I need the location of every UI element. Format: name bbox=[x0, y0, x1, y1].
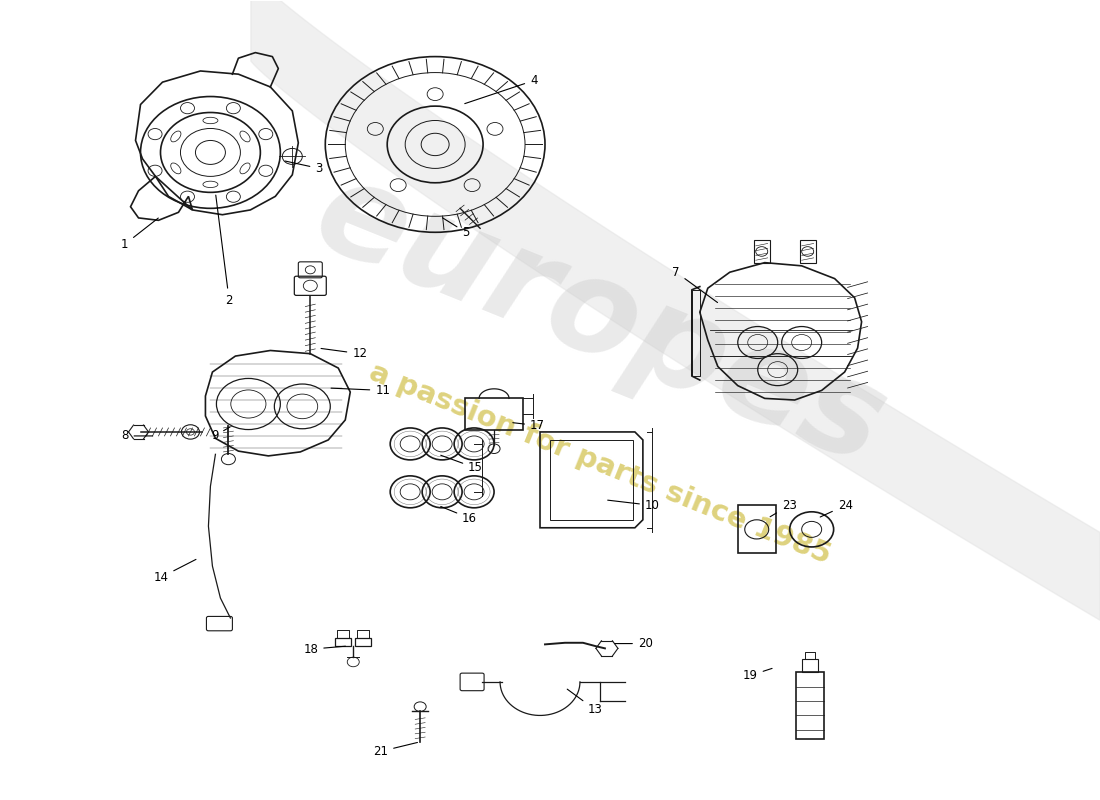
Bar bbox=[754, 240, 770, 262]
Text: 10: 10 bbox=[607, 499, 660, 512]
Bar bbox=[465, 398, 522, 430]
Text: 1: 1 bbox=[121, 218, 158, 250]
Text: 18: 18 bbox=[304, 642, 345, 656]
Text: 12: 12 bbox=[321, 347, 367, 360]
Text: 16: 16 bbox=[441, 506, 477, 525]
Bar bbox=[795, 671, 824, 739]
Text: 24: 24 bbox=[821, 499, 852, 517]
Text: 3: 3 bbox=[285, 161, 322, 175]
Text: 2: 2 bbox=[216, 195, 233, 306]
Text: 23: 23 bbox=[770, 499, 796, 517]
Bar bbox=[738, 506, 775, 554]
Text: 8: 8 bbox=[121, 430, 153, 442]
Text: 19: 19 bbox=[742, 668, 772, 682]
Bar bbox=[692, 290, 700, 376]
Text: 11: 11 bbox=[331, 384, 390, 397]
Text: 20: 20 bbox=[615, 637, 652, 650]
Text: 17: 17 bbox=[513, 419, 544, 432]
Bar bbox=[800, 240, 816, 262]
Text: 4: 4 bbox=[464, 74, 538, 104]
Text: europes: europes bbox=[297, 149, 903, 492]
Text: 7: 7 bbox=[672, 266, 717, 302]
Text: 5: 5 bbox=[442, 218, 470, 238]
Text: 15: 15 bbox=[441, 455, 483, 474]
Text: 14: 14 bbox=[154, 559, 196, 584]
Bar bbox=[802, 658, 817, 671]
Text: 13: 13 bbox=[568, 689, 603, 716]
Text: 21: 21 bbox=[373, 742, 418, 758]
Text: a passion for parts since 1985: a passion for parts since 1985 bbox=[365, 358, 835, 570]
Text: 9: 9 bbox=[211, 427, 230, 442]
